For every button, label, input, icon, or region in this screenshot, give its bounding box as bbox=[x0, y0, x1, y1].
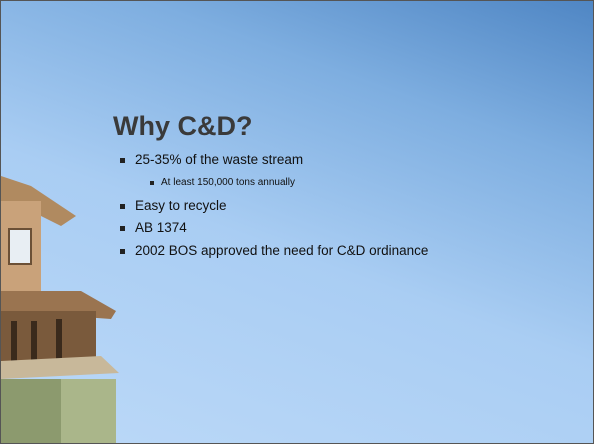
slide: Why C&D? 25-35% of the waste stream At l… bbox=[0, 0, 594, 444]
bullet: 25-35% of the waste stream bbox=[135, 152, 303, 167]
bullet: AB 1374 bbox=[135, 220, 187, 235]
bullet: 2002 BOS approved the need for C&D ordin… bbox=[135, 243, 428, 258]
bullet: Easy to recycle bbox=[135, 198, 227, 213]
sub-bullet: At least 150,000 tons annually bbox=[161, 177, 295, 188]
house-photo bbox=[1, 1, 594, 444]
slide-title: Why C&D? bbox=[113, 111, 252, 142]
